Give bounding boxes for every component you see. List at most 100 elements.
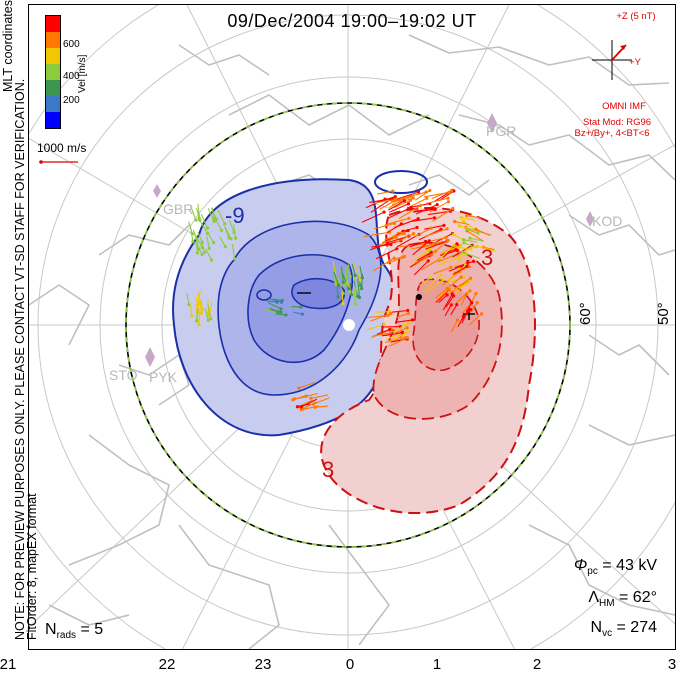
velocity-vector-origin xyxy=(432,242,436,246)
velocity-vector xyxy=(353,263,361,281)
velocity-vector xyxy=(300,398,318,408)
velocity-vector xyxy=(189,226,194,242)
velocity-vector xyxy=(450,304,458,315)
velocity-vector xyxy=(442,293,453,311)
velocity-vector xyxy=(463,242,478,249)
velocity-vector-origin xyxy=(212,241,216,245)
velocity-vector-origin xyxy=(457,245,461,249)
mlt-label: 3 xyxy=(667,656,677,673)
velocity-vector-origin xyxy=(389,312,393,316)
velocity-vector xyxy=(359,265,363,278)
velocity-vector-origin xyxy=(406,311,411,315)
velocity-vector xyxy=(438,294,448,304)
velocity-vector-origin xyxy=(451,206,455,211)
velocity-vector-origin xyxy=(462,219,466,223)
velocity-vector-origin xyxy=(344,282,348,286)
colorbar-tick: 200 xyxy=(63,95,80,106)
velocity-vector xyxy=(298,382,316,389)
velocity-vector-origin xyxy=(336,295,340,299)
velocity-vector-origin xyxy=(402,199,406,203)
velocity-vector xyxy=(393,218,419,229)
velocity-vector xyxy=(411,217,435,222)
velocity-vector xyxy=(393,199,411,209)
velocity-vector xyxy=(437,253,459,263)
velocity-vector xyxy=(415,204,438,215)
velocity-vector xyxy=(375,248,398,260)
velocity-vector xyxy=(414,208,435,212)
velocity-vector-origin xyxy=(480,312,484,316)
velocity-vector xyxy=(351,263,356,276)
velocity-vector xyxy=(197,231,203,243)
velocity-vector xyxy=(195,307,199,322)
velocity-vector-origin xyxy=(297,386,301,390)
velocity-vector-origin xyxy=(425,196,429,200)
velocity-vector-origin xyxy=(280,298,284,302)
heppner-maynard-latitude: ΛHM = 62° xyxy=(588,589,657,610)
velocity-vector xyxy=(198,219,208,234)
velocity-vector xyxy=(373,332,391,337)
velocity-vector xyxy=(460,293,468,306)
velocity-vector xyxy=(457,316,464,328)
velocity-vector-origin xyxy=(209,258,214,262)
velocity-vector xyxy=(266,300,278,303)
velocity-vector xyxy=(379,199,396,210)
velocity-vector xyxy=(392,337,406,342)
velocity-vector-origin xyxy=(429,250,433,254)
velocity-vector-origin xyxy=(393,197,397,201)
velocity-vector-origin xyxy=(446,238,450,243)
velocity-vector xyxy=(196,245,203,255)
velocity-vector xyxy=(483,246,495,251)
velocity-vector-origin xyxy=(412,232,416,236)
velocity-vector xyxy=(384,217,410,226)
velocity-vector-origin xyxy=(223,245,227,249)
velocity-vector xyxy=(198,311,201,325)
mlt-label: 23 xyxy=(254,656,272,673)
mlt-label: 2 xyxy=(532,656,542,673)
velocity-vector xyxy=(424,224,445,230)
velocity-vector xyxy=(269,298,283,301)
velocity-vector xyxy=(476,245,496,252)
velocity-vector-origin xyxy=(195,251,200,255)
velocity-vector-origin xyxy=(446,200,450,204)
velocity-vector xyxy=(357,279,361,298)
velocity-vector-origin xyxy=(450,292,454,296)
velocity-vector xyxy=(440,244,461,255)
velocity-vector-origin xyxy=(449,303,453,307)
station-label: KOD xyxy=(592,213,623,229)
velocity-vector xyxy=(388,232,403,242)
velocity-vector xyxy=(406,203,430,209)
velocity-vector xyxy=(387,200,405,211)
contour-label-negative: -9 xyxy=(225,203,245,228)
velocity-vector-origin xyxy=(388,331,392,335)
velocity-vector xyxy=(461,309,472,321)
velocity-vector xyxy=(417,249,431,259)
velocity-vector-origin xyxy=(455,242,459,246)
velocity-vector xyxy=(430,240,449,256)
velocity-vector xyxy=(438,190,455,202)
velocity-vector-origin xyxy=(299,305,303,309)
velocity-vector xyxy=(395,312,409,319)
velocity-vector xyxy=(458,246,473,251)
velocity-vector-origin xyxy=(455,248,459,252)
velocity-vector xyxy=(461,217,476,221)
velocity-vector-origin xyxy=(433,207,437,211)
velocity-vector xyxy=(425,240,448,250)
velocity-vector xyxy=(435,287,448,299)
velocity-vector-origin xyxy=(447,287,451,291)
velocity-colorbar xyxy=(45,15,61,129)
velocity-vector-origin xyxy=(467,265,471,269)
map-frame: 09/Dec/2004 19:00–19:02 UT 600 400 200 V… xyxy=(28,4,676,650)
velocity-vector-origin xyxy=(388,327,392,332)
velocity-vector xyxy=(267,302,282,310)
velocity-vector xyxy=(315,405,329,408)
station-label: PYK xyxy=(149,369,178,385)
velocity-vector-origin xyxy=(350,293,354,297)
velocity-vector-origin xyxy=(418,204,423,208)
velocity-vector-origin xyxy=(428,188,432,193)
velocity-vector xyxy=(186,292,190,305)
velocity-vector xyxy=(416,251,432,262)
mlt-label: 22 xyxy=(158,656,176,673)
velocity-vector xyxy=(455,290,471,304)
velocity-vector-origin xyxy=(223,222,227,226)
fit-order: FitOrder: 8, mapEX format xyxy=(25,493,39,640)
